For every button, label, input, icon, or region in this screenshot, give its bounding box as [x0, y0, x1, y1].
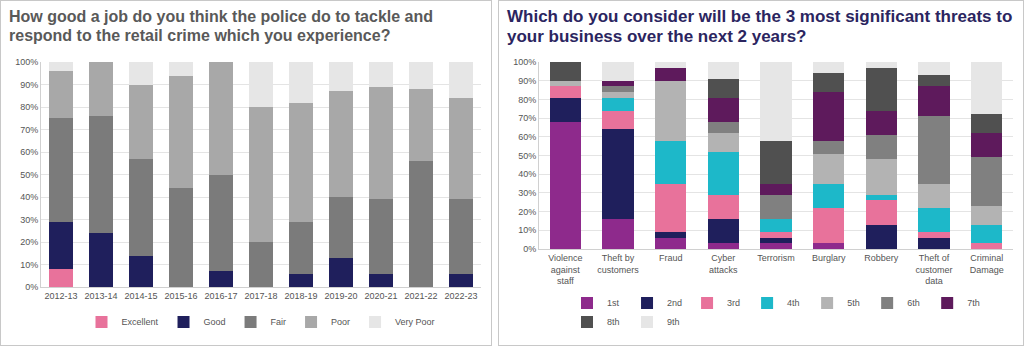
- svg-text:90%: 90%: [20, 80, 38, 90]
- svg-text:10%: 10%: [518, 225, 536, 235]
- svg-text:20%: 20%: [518, 207, 536, 217]
- svg-text:Theft bycustomers: Theft bycustomers: [597, 253, 639, 275]
- svg-text:60%: 60%: [20, 147, 38, 157]
- svg-text:20%: 20%: [20, 237, 38, 247]
- svg-text:Cyberattacks: Cyberattacks: [709, 253, 738, 275]
- svg-text:2017-18: 2017-18: [244, 291, 277, 301]
- svg-text:Very Poor: Very Poor: [395, 317, 435, 327]
- svg-text:2019-20: 2019-20: [324, 291, 357, 301]
- svg-text:Good: Good: [204, 317, 226, 327]
- svg-text:80%: 80%: [20, 102, 38, 112]
- svg-text:40%: 40%: [518, 169, 536, 179]
- svg-text:Theft ofcustomerdata: Theft ofcustomerdata: [915, 253, 952, 286]
- svg-text:50%: 50%: [518, 151, 536, 161]
- svg-text:60%: 60%: [518, 132, 536, 142]
- svg-text:100%: 100%: [513, 57, 536, 67]
- svg-text:70%: 70%: [20, 125, 38, 135]
- svg-text:100%: 100%: [15, 57, 38, 67]
- svg-text:Fraud: Fraud: [659, 253, 683, 263]
- svg-text:2013-14: 2013-14: [84, 291, 117, 301]
- svg-text:10%: 10%: [20, 260, 38, 270]
- svg-text:5th: 5th: [847, 298, 860, 308]
- svg-text:2012-13: 2012-13: [44, 291, 77, 301]
- svg-text:6th: 6th: [907, 298, 920, 308]
- svg-text:2015-16: 2015-16: [164, 291, 197, 301]
- svg-text:Burglary: Burglary: [812, 253, 846, 263]
- svg-text:2014-15: 2014-15: [124, 291, 157, 301]
- svg-text:50%: 50%: [20, 170, 38, 180]
- svg-text:70%: 70%: [518, 113, 536, 123]
- svg-text:40%: 40%: [20, 192, 38, 202]
- svg-text:0%: 0%: [25, 282, 38, 292]
- svg-text:Excellent: Excellent: [122, 317, 159, 327]
- svg-text:2020-21: 2020-21: [364, 291, 397, 301]
- svg-text:30%: 30%: [518, 188, 536, 198]
- svg-text:80%: 80%: [518, 95, 536, 105]
- svg-text:2021-22: 2021-22: [404, 291, 437, 301]
- html-text:Which do you consider will be: Which do you consider will be the 3 most…: [507, 7, 1013, 47]
- svg-text:7th: 7th: [967, 298, 980, 308]
- svg-text:3rd: 3rd: [727, 298, 740, 308]
- svg-text:9th: 9th: [667, 317, 680, 327]
- svg-text:1st: 1st: [607, 298, 620, 308]
- svg-text:2022-23: 2022-23: [444, 291, 477, 301]
- svg-text:4th: 4th: [787, 298, 800, 308]
- svg-text:90%: 90%: [518, 76, 536, 86]
- svg-text:Fair: Fair: [271, 317, 287, 327]
- svg-text:Poor: Poor: [331, 317, 350, 327]
- svg-text:30%: 30%: [20, 215, 38, 225]
- svg-text:Robbery: Robbery: [864, 253, 899, 263]
- svg-text:Violenceagainststaff: Violenceagainststaff: [548, 253, 582, 286]
- svg-text:Terrorism: Terrorism: [757, 253, 795, 263]
- svg-text:2018-19: 2018-19: [284, 291, 317, 301]
- svg-text:8th: 8th: [607, 317, 620, 327]
- html-text:How good a job do you think th: How good a job do you think the police d…: [9, 8, 433, 45]
- svg-text:0%: 0%: [523, 244, 536, 254]
- svg-text:CriminalDamage: CriminalDamage: [970, 253, 1004, 275]
- svg-text:2nd: 2nd: [667, 298, 682, 308]
- svg-text:2016-17: 2016-17: [204, 291, 237, 301]
